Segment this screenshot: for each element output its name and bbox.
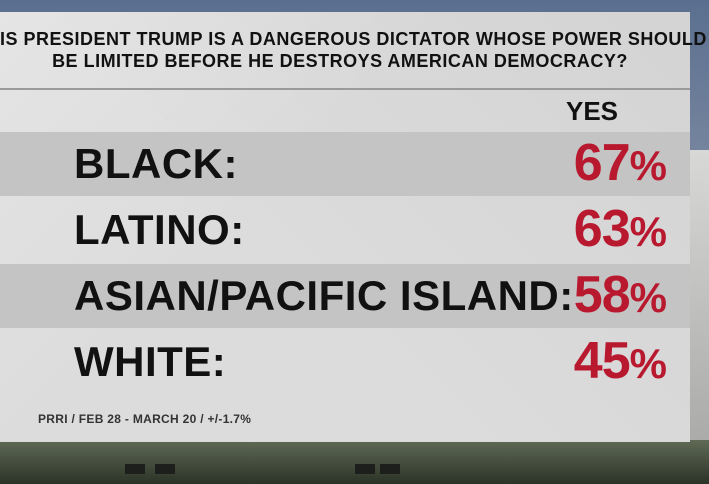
value-number: 63	[573, 200, 631, 258]
row-label: LATINO:	[74, 206, 245, 253]
row-value: 67%	[573, 132, 667, 197]
result-row-latino: LATINO: 63%	[0, 198, 690, 262]
value-unit: %	[629, 274, 667, 321]
lamp-shape	[380, 464, 400, 474]
row-value: 58%	[573, 264, 667, 329]
result-row-white: WHITE: 45%	[0, 330, 690, 394]
value-unit: %	[629, 142, 667, 189]
divider	[0, 88, 690, 90]
row-value: 45%	[573, 330, 667, 395]
row-value: 63%	[573, 198, 667, 263]
result-row-black: BLACK: 67%	[0, 132, 690, 196]
row-label: BLACK:	[74, 140, 238, 187]
value-number: 58	[573, 266, 631, 324]
background-ground	[0, 440, 709, 484]
poll-question: IS PRESIDENT TRUMP IS A DANGEROUS DICTAT…	[0, 28, 707, 72]
value-number: 45	[573, 332, 631, 390]
value-unit: %	[629, 340, 667, 387]
poll-card: IS PRESIDENT TRUMP IS A DANGEROUS DICTAT…	[0, 12, 707, 442]
value-number: 67	[573, 134, 631, 192]
lamp-shape	[125, 464, 145, 474]
lamp-shape	[155, 464, 175, 474]
row-label: ASIAN/PACIFIC ISLAND:	[74, 272, 574, 319]
question-line-2: BE LIMITED BEFORE HE DESTROYS AMERICAN D…	[52, 51, 628, 71]
row-label: WHITE:	[74, 338, 227, 385]
lamp-shape	[355, 464, 375, 474]
result-row-asian-pacific-island: ASIAN/PACIFIC ISLAND: 58%	[0, 264, 690, 328]
value-unit: %	[629, 208, 667, 255]
source-citation: PRRI / FEB 28 - MARCH 20 / +/-1.7%	[38, 412, 252, 426]
question-line-1: IS PRESIDENT TRUMP IS A DANGEROUS DICTAT…	[0, 29, 707, 49]
column-header-yes: YES	[565, 96, 619, 126]
